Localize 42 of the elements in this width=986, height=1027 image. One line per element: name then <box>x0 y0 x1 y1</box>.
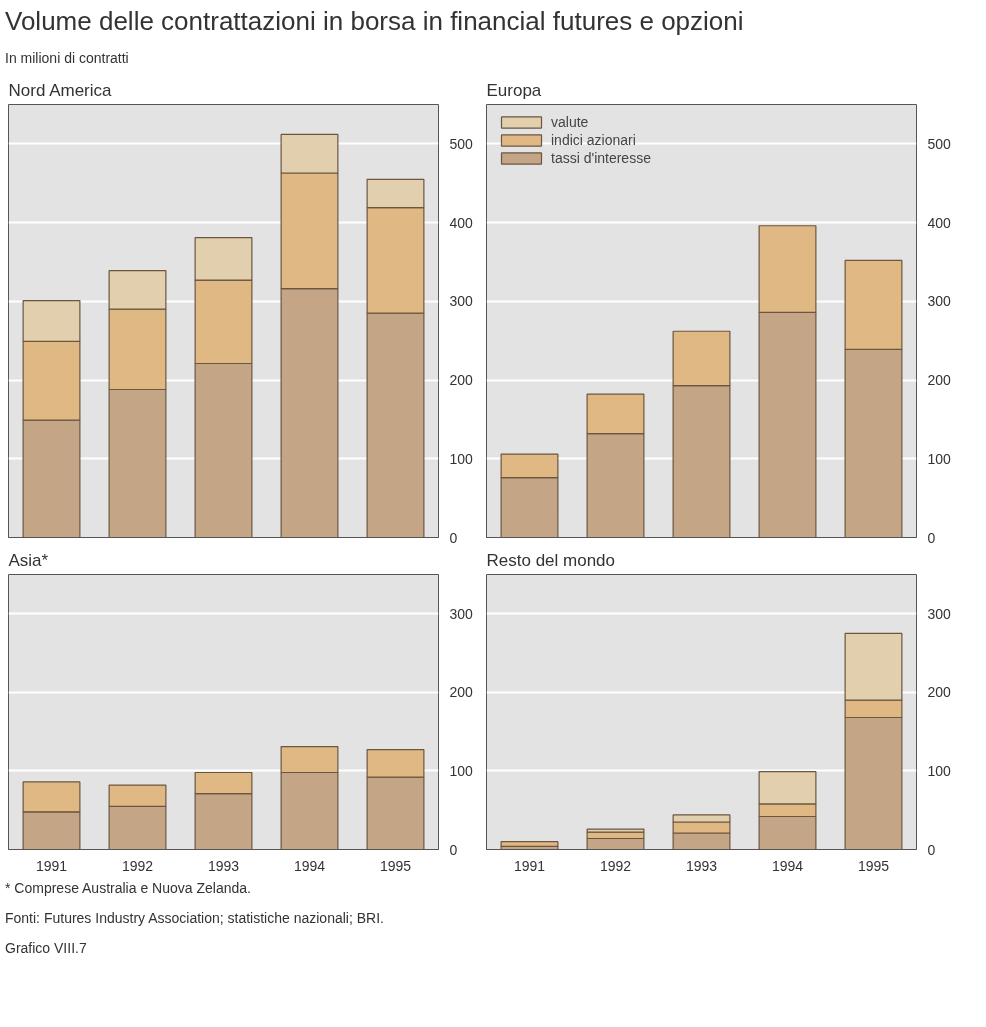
y-tick-label: 400 <box>927 214 952 231</box>
y-tick-label: 300 <box>449 605 474 622</box>
y-tick-label: 100 <box>449 450 474 467</box>
x-tick-label: 1995 <box>857 857 890 873</box>
y-tick-label: 300 <box>449 292 474 309</box>
text: * Comprese Australia e Nuova Zelanda. <box>5 878 251 898</box>
chart-title: Resto del mondo <box>486 550 616 569</box>
x-tick-label: 1994 <box>293 857 326 873</box>
legend-label: tassi d'interesse <box>551 149 651 166</box>
text: Grafico VIII.7 <box>5 938 87 958</box>
y-tick-label: 200 <box>927 683 952 700</box>
y-tick-label: 300 <box>927 292 952 309</box>
y-tick-label: 100 <box>927 762 952 779</box>
y-tick-label: 100 <box>449 762 474 779</box>
y-tick-label: 0 <box>449 841 458 857</box>
legend-label: valute <box>551 113 589 130</box>
y-tick-label: 300 <box>927 605 952 622</box>
x-tick-label: 1991 <box>35 857 68 873</box>
x-tick-label: 1992 <box>599 857 632 873</box>
text: Volume delle contrattazioni in borsa in financial futures e opzioni <box>5 5 744 38</box>
chart-title: Nord America <box>8 80 113 99</box>
y-tick-label: 100 <box>927 450 952 467</box>
x-tick-label: 1995 <box>379 857 412 873</box>
y-tick-label: 500 <box>927 135 952 152</box>
chart-title: Europa <box>486 80 542 99</box>
y-tick-label: 0 <box>449 529 458 545</box>
x-tick-label: 1991 <box>513 857 546 873</box>
text: Fonti: Futures Industry Association; statistiche nazionali; BRI. <box>5 908 384 928</box>
x-tick-label: 1993 <box>207 857 240 873</box>
chart-title: Asia* <box>8 550 49 569</box>
y-tick-label: 0 <box>927 529 936 545</box>
y-tick-label: 200 <box>449 371 474 388</box>
legend-label: indici azionari <box>551 131 636 148</box>
text: In milioni di contratti <box>5 48 129 68</box>
x-tick-label: 1993 <box>685 857 718 873</box>
x-tick-label: 1994 <box>771 857 804 873</box>
y-tick-label: 200 <box>927 371 952 388</box>
x-tick-label: 1992 <box>121 857 154 873</box>
y-tick-label: 0 <box>927 841 936 857</box>
y-tick-label: 400 <box>449 214 474 231</box>
y-tick-label: 200 <box>449 683 474 700</box>
y-tick-label: 500 <box>449 135 474 152</box>
